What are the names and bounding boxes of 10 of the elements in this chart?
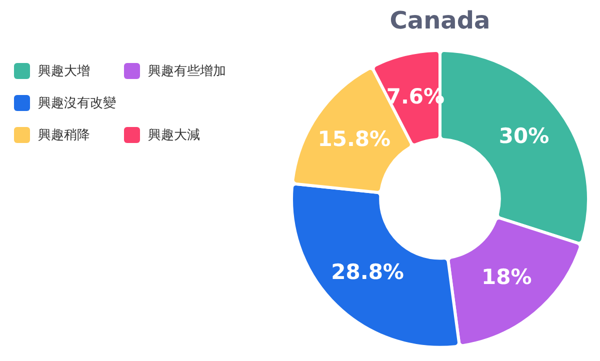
data-label: 18%	[482, 265, 532, 290]
legend-label: 興趣大增	[38, 63, 90, 80]
legend-label: 興趣稍降	[38, 127, 90, 144]
data-label: 15.8%	[318, 126, 391, 151]
data-label: 30%	[498, 124, 550, 148]
legend-label: 興趣沒有改變	[38, 95, 116, 112]
legend-label: 興趣有些增加	[148, 63, 226, 80]
chart-title: Canada	[390, 6, 490, 35]
legend-label: 興趣大減	[148, 127, 200, 144]
data-label: 28.8%	[331, 260, 404, 284]
